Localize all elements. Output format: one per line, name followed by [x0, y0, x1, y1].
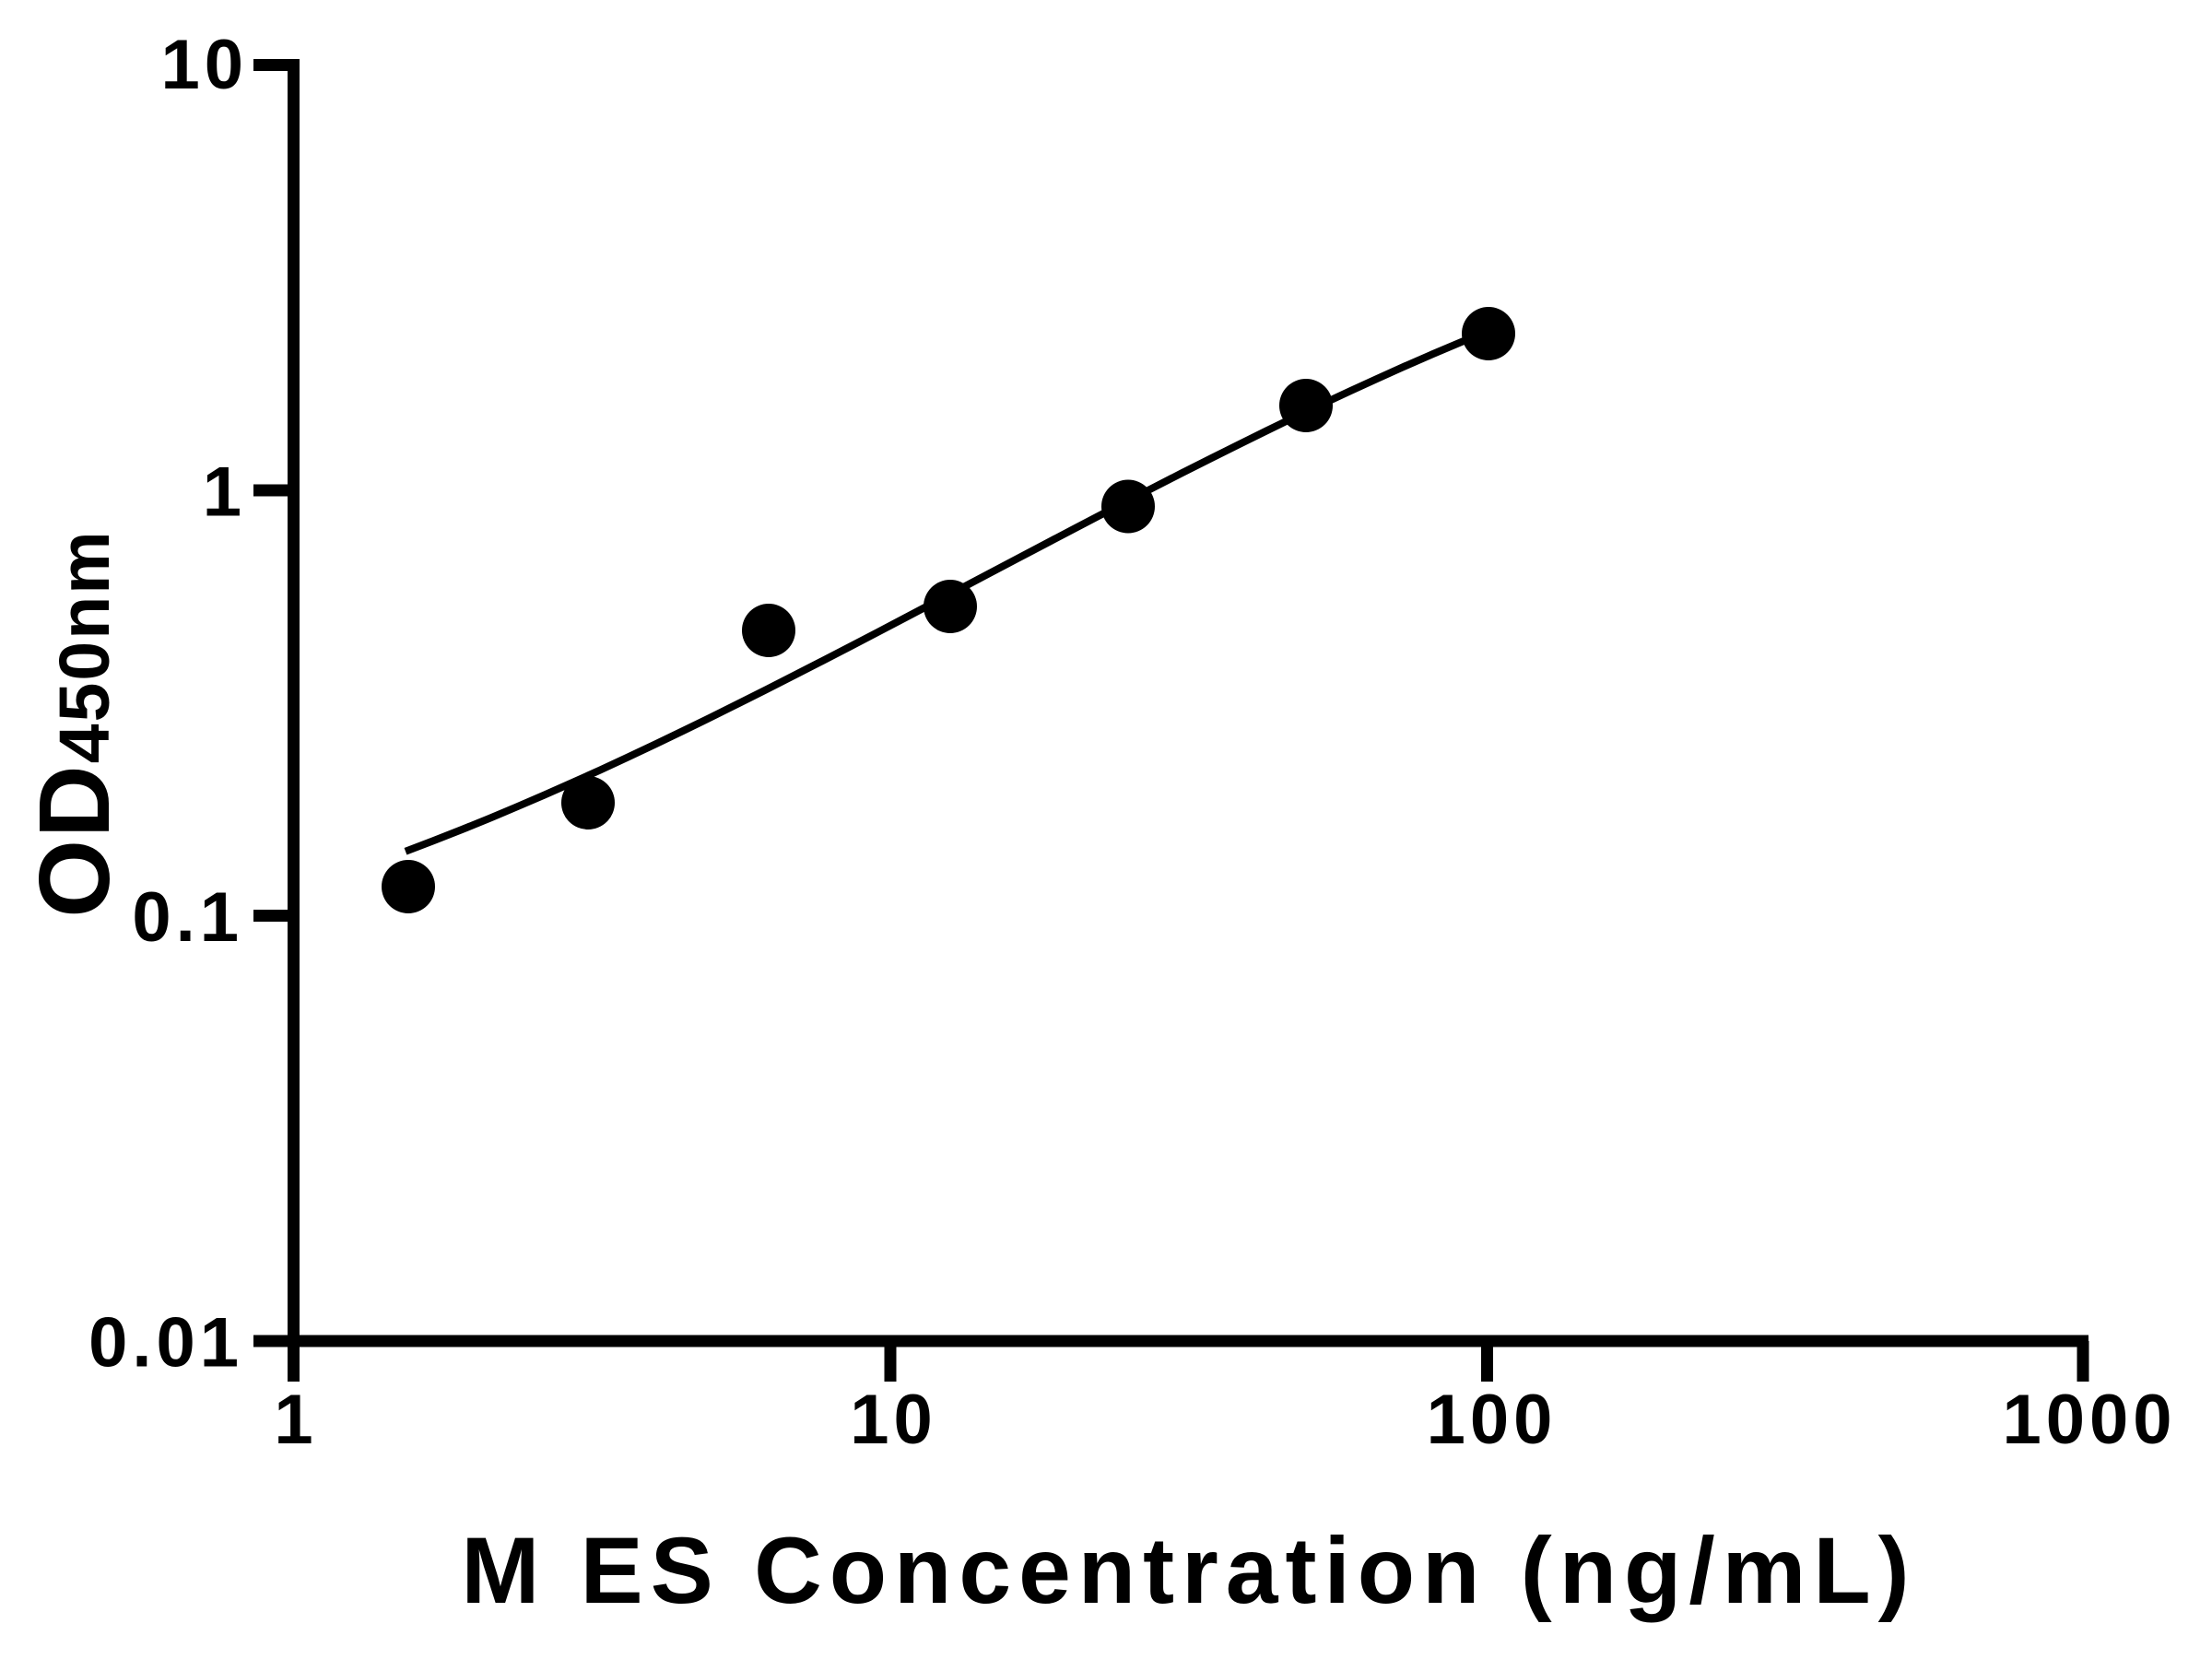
svg-text:0.1: 0.1	[132, 878, 243, 957]
svg-text:1: 1	[274, 1381, 317, 1459]
svg-text:1: 1	[203, 453, 246, 532]
svg-text:OD450nm: OD450nm	[18, 529, 131, 917]
svg-text:1000: 1000	[2002, 1381, 2176, 1459]
svg-text:0.01: 0.01	[88, 1304, 243, 1382]
svg-text:10: 10	[160, 26, 248, 104]
svg-text:M ES Concentration (ng/mL): M ES Concentration (ng/mL)	[461, 1518, 1916, 1623]
svg-text:10: 10	[850, 1381, 937, 1459]
svg-text:100: 100	[1427, 1381, 1558, 1459]
